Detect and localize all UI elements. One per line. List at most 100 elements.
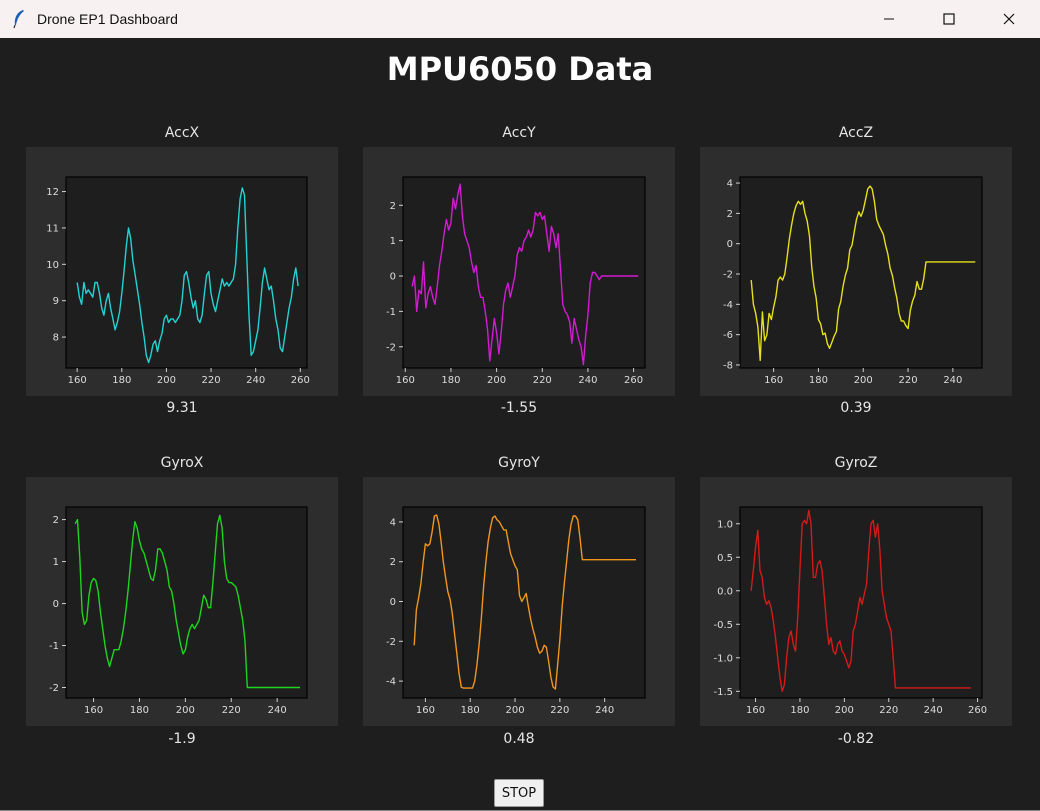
x-tick-label: 200 — [157, 375, 176, 386]
chart-value-accy: -1.55 — [500, 400, 538, 416]
x-tick-label: 220 — [550, 705, 569, 716]
y-tick-label: 1 — [390, 236, 396, 247]
chart-panel-gyroz: 160 180 200 220 240 260 -1.5 -1.0 -0.5 0.0 0.5 1.0 — [700, 477, 1012, 726]
chart-svg-gyrox: 160 180 200 220 240 -2 -1 0 1 2 — [49, 506, 308, 716]
x-tick-label: 240 — [268, 705, 287, 716]
close-icon — [1003, 13, 1015, 25]
y-tick-label: -1.0 — [713, 653, 733, 664]
y-tick-label: -2 — [723, 270, 733, 281]
y-tick-label: 0 — [390, 272, 396, 283]
stop-button[interactable]: STOP — [494, 779, 544, 807]
plot-area — [402, 176, 646, 369]
x-tick-label: 200 — [487, 375, 506, 386]
y-tick-label: 4 — [727, 179, 733, 190]
chart-title-accx: AccX — [164, 125, 200, 141]
y-tick-label: -2 — [49, 683, 59, 694]
series-line-gyrox — [74, 514, 301, 689]
y-tick-label: -8 — [723, 360, 733, 371]
x-tick-label: 160 — [416, 705, 435, 716]
y-tick-label: 0.5 — [717, 553, 733, 564]
y-tick-label: -4 — [386, 677, 396, 688]
minimize-icon — [884, 18, 894, 20]
y-tick-label: -1.5 — [713, 687, 733, 698]
x-tick-label: 220 — [533, 375, 552, 386]
y-tick-label: 9 — [53, 296, 59, 307]
chart-svg-gyroz: 160 180 200 220 240 260 -1.5 -1.0 -0.5 0.0 0.5 1.0 — [713, 506, 987, 716]
y-tick-label: -0.5 — [713, 620, 733, 631]
series-line-gyroz — [750, 509, 971, 693]
chart-value-gyroz: -0.82 — [837, 731, 875, 747]
chart-panel-accx: 160 180 200 220 240 260 8 9 10 11 12 — [26, 147, 338, 396]
y-tick-label: -4 — [723, 300, 733, 311]
maximize-icon — [943, 13, 955, 25]
chart-panel-accz: 160 180 200 220 240 -8 -6 -4 -2 0 2 4 — [700, 147, 1012, 396]
page-title: MPU6050 Data — [386, 50, 654, 88]
x-tick-label: 180 — [130, 705, 149, 716]
x-tick-label: 240 — [595, 705, 614, 716]
series-line-gyroy — [413, 514, 636, 690]
y-tick-label: 0 — [727, 239, 733, 250]
chart-title-accy: AccY — [502, 125, 536, 141]
y-tick-label: 10 — [46, 260, 59, 271]
chart-panel-gyroy: 160 180 200 220 240 -4 -2 0 2 4 — [363, 477, 675, 726]
y-tick-label: 1.0 — [717, 519, 733, 530]
chart-title-gyrox: GyroX — [160, 455, 204, 471]
x-tick-label: 200 — [835, 705, 854, 716]
chart-svg-accz: 160 180 200 220 240 -8 -6 -4 -2 0 2 4 — [723, 176, 983, 386]
chart-value-accz: 0.39 — [840, 400, 872, 416]
x-tick-label: 180 — [790, 705, 809, 716]
x-tick-label: 160 — [764, 375, 783, 386]
chart-title-gyroz: GyroZ — [834, 455, 878, 471]
chart-value-gyroy: 0.48 — [503, 731, 535, 747]
y-tick-label: 0 — [53, 599, 59, 610]
chart-title-gyroy: GyroY — [498, 455, 540, 471]
y-tick-label: 2 — [727, 209, 733, 220]
x-tick-label: 260 — [968, 705, 987, 716]
y-tick-label: -6 — [723, 330, 733, 341]
y-tick-label: 2 — [53, 515, 59, 526]
x-tick-label: 180 — [809, 375, 828, 386]
x-tick-label: 160 — [396, 375, 415, 386]
feather-icon — [12, 9, 26, 32]
x-tick-label: 160 — [84, 705, 103, 716]
x-tick-label: 180 — [461, 705, 480, 716]
x-tick-label: 180 — [441, 375, 460, 386]
x-tick-label: 220 — [222, 705, 241, 716]
plot-area — [739, 176, 983, 369]
chart-title-accz: AccZ — [838, 125, 874, 141]
maximize-button[interactable] — [926, 0, 972, 38]
x-tick-label: 180 — [112, 375, 131, 386]
close-button[interactable] — [986, 0, 1032, 38]
y-tick-label: -1 — [49, 641, 59, 652]
series-line-accy — [411, 183, 639, 366]
chart-svg-accy: 160 180 200 220 240 260 -2 -1 0 1 2 — [386, 176, 646, 386]
x-tick-label: 160 — [746, 705, 765, 716]
y-tick-label: 2 — [390, 201, 396, 212]
x-tick-label: 220 — [879, 705, 898, 716]
series-line-accz — [750, 185, 976, 362]
x-tick-label: 200 — [176, 705, 195, 716]
y-tick-label: 4 — [390, 517, 396, 528]
chart-value-accx: 9.31 — [166, 400, 198, 416]
x-tick-label: 160 — [68, 375, 87, 386]
x-tick-label: 240 — [943, 375, 962, 386]
series-line-accx — [76, 187, 299, 364]
y-tick-label: 12 — [46, 187, 59, 198]
x-tick-label: 220 — [201, 375, 220, 386]
y-tick-label: 0.0 — [717, 586, 733, 597]
y-tick-label: 11 — [46, 223, 59, 234]
minimize-button[interactable] — [866, 0, 912, 38]
window-title: Drone EP1 Dashboard — [37, 11, 178, 27]
x-tick-label: 260 — [624, 375, 643, 386]
y-tick-label: -2 — [386, 342, 396, 353]
x-tick-label: 200 — [854, 375, 873, 386]
y-tick-label: 2 — [390, 557, 396, 568]
y-tick-label: 1 — [53, 557, 59, 568]
x-tick-label: 240 — [924, 705, 943, 716]
x-tick-label: 200 — [505, 705, 524, 716]
x-tick-label: 240 — [246, 375, 265, 386]
chart-panel-accy: 160 180 200 220 240 260 -2 -1 0 1 2 — [363, 147, 675, 396]
y-tick-label: -2 — [386, 637, 396, 648]
y-tick-label: -1 — [386, 307, 396, 318]
y-tick-label: 0 — [390, 597, 396, 608]
